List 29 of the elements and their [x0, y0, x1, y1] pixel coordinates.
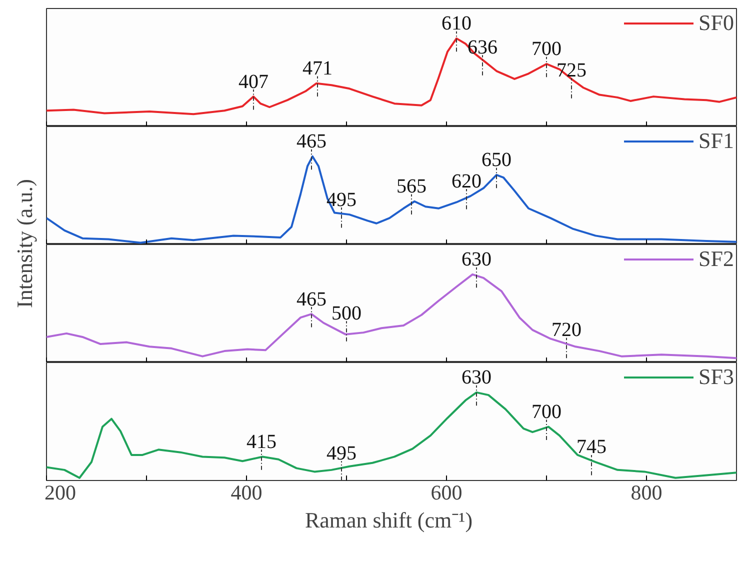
- legend-label: SF0: [698, 10, 734, 36]
- annotation: 565: [396, 176, 426, 198]
- annotation: 700: [532, 38, 562, 60]
- annotation: 700: [532, 400, 562, 423]
- legend-label: SF3: [698, 364, 734, 390]
- annotation: 620: [452, 170, 482, 192]
- annotation: 630: [462, 366, 492, 389]
- annotation: 636: [468, 36, 498, 58]
- legend-label: SF2: [698, 246, 734, 272]
- annotation: 495: [326, 442, 356, 464]
- x-tick-label: 800: [630, 480, 662, 504]
- annotation: 500: [332, 302, 362, 324]
- annotation: 407: [238, 70, 268, 93]
- annotation: 630: [462, 248, 492, 271]
- x-tick-label: 400: [230, 480, 262, 504]
- annotation: 725: [556, 59, 586, 82]
- annotation: 720: [552, 319, 582, 342]
- x-tick-label: 600: [430, 480, 462, 504]
- annotation: 610: [442, 12, 472, 35]
- legend-label: SF1: [698, 128, 734, 154]
- annotation: 465: [296, 288, 326, 310]
- x-tick-label: 200: [44, 480, 76, 504]
- annotation: 471: [302, 58, 332, 80]
- y-axis-title: Intensity (a.u.): [12, 179, 38, 308]
- annotation: 465: [296, 130, 326, 153]
- annotation: 415: [246, 430, 276, 453]
- x-axis-title: Raman shift (cm⁻¹): [304, 508, 473, 532]
- annotation: 650: [482, 149, 512, 172]
- annotation: 745: [576, 436, 606, 458]
